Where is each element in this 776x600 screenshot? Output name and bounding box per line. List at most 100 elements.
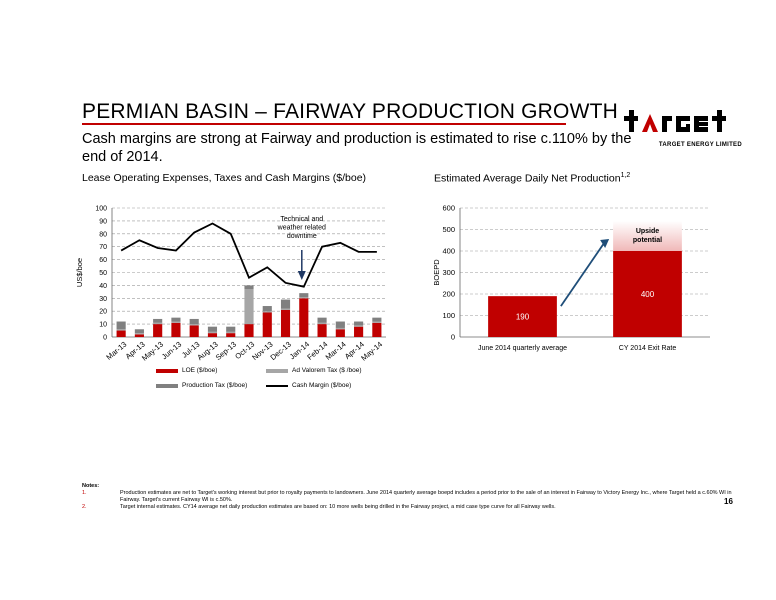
bar-ad-valorem: [317, 322, 327, 325]
y-tick-label: 90: [99, 218, 107, 225]
legend-item-loe: LOE ($/boe): [156, 367, 217, 374]
production-bar: [488, 296, 557, 337]
slide-subtitle: Cash margins are strong at Fairway and p…: [82, 131, 632, 165]
bar-production-tax: [171, 317, 181, 322]
legend-label-production-tax: Production Tax ($/boe): [182, 382, 248, 389]
production-chart-title-sup: 1,2: [620, 172, 631, 179]
bar-loe: [299, 298, 309, 337]
bar-loe: [134, 334, 144, 337]
bar-ad-valorem: [335, 327, 345, 330]
y-tick-label: 40: [99, 283, 107, 290]
legend-swatch-ad-valorem: [266, 368, 288, 373]
y-tick-label: 20: [99, 309, 107, 316]
legend-label-cash-margin: Cash Margin ($/boe): [292, 382, 352, 389]
bar-loe: [372, 322, 382, 337]
note-text: Production estimates are net to Target's…: [120, 490, 732, 503]
bar-ad-valorem: [116, 329, 126, 331]
y-tick-label: 0: [103, 335, 107, 342]
annotation-text: weather related: [277, 225, 326, 232]
y-tick-label: 10: [99, 322, 107, 329]
annotation-arrow-head: [297, 271, 306, 280]
upside-label: Upside: [636, 228, 659, 235]
production-chart: 0 100 200 300 400 500 600 Upside potential 190 Jun…: [432, 204, 710, 352]
y-tick-label: 100: [95, 206, 107, 213]
lease-cost-chart: 0102030405060708090100Mar-13Apr-13May-13…: [75, 206, 386, 363]
bar-ad-valorem: [207, 331, 218, 334]
bar-production-tax: [244, 285, 254, 290]
notes-heading: Notes:: [82, 483, 100, 489]
bar-loe: [280, 309, 291, 337]
bar-ad-valorem: [372, 321, 382, 323]
production-chart-title: Estimated Average Daily Net Production1,…: [434, 172, 630, 185]
note-number: 2.: [82, 504, 87, 510]
bar-ad-valorem: [134, 333, 144, 335]
legend-item-cash-margin: Cash Margin ($/boe): [266, 382, 351, 389]
note-text: Target internal estimates. CY14 average …: [120, 504, 556, 510]
bar-production-tax: [280, 299, 291, 309]
bar-loe: [244, 324, 254, 337]
x-tick-label: June 2014 quarterly average: [478, 345, 567, 352]
legend-item-production-tax: Production Tax ($/boe): [156, 382, 247, 389]
notes: Notes: 1. Production estimates are net to…: [82, 483, 732, 511]
x-tick-label: Jun-13: [160, 340, 183, 362]
bar-ad-valorem: [244, 289, 254, 325]
bar-ad-valorem: [262, 311, 272, 313]
bar-production-tax: [189, 318, 199, 325]
bar-loe: [317, 324, 327, 337]
upside-bar: [613, 220, 682, 251]
bar-ad-valorem: [226, 331, 236, 334]
bar-ad-valorem: [280, 308, 291, 310]
bar-production-tax: [153, 318, 163, 323]
x-tick-label: Mar-14: [324, 340, 348, 362]
bar-production-tax: [262, 306, 272, 312]
bar-loe: [226, 333, 236, 337]
bar-value-label: 400: [641, 290, 655, 299]
y-axis-label: US$/boe: [75, 258, 84, 287]
y-tick-label: 100: [442, 311, 455, 320]
growth-arrow-shaft: [560, 242, 605, 307]
legend-swatch-production-tax: [156, 383, 178, 388]
bar-loe: [335, 329, 345, 337]
annotation-text: downtime: [287, 233, 317, 240]
bar-loe: [354, 326, 364, 337]
bar-loe: [116, 330, 126, 337]
x-tick-label: Mar-13: [104, 340, 128, 362]
upside-label: potential: [633, 237, 662, 244]
bar-loe: [153, 324, 163, 337]
bar-production-tax: [354, 321, 364, 326]
note-item: 2. Target internal estimates. CY14 averag…: [82, 504, 732, 511]
y-tick-label: 50: [99, 270, 107, 277]
target-logo: target: [624, 110, 726, 132]
note-item: 1. Production estimates are net to Target…: [82, 490, 732, 504]
y-axis-label: BOEPD: [432, 259, 441, 286]
bar-ad-valorem: [189, 324, 199, 326]
x-tick-label: CY 2014 Exit Rate: [619, 345, 677, 352]
bar-production-tax: [116, 321, 126, 330]
bar-ad-valorem: [299, 297, 309, 299]
slide-title: PERMIAN BASIN – FAIRWAY PRODUCTION GROWT…: [82, 100, 618, 123]
legend-label-ad-valorem: Ad Valorem Tax ($ /boe): [292, 367, 362, 374]
bar-production-tax: [335, 321, 345, 328]
bar-loe: [262, 312, 272, 337]
y-tick-label: 30: [99, 296, 107, 303]
bar-ad-valorem: [153, 322, 163, 325]
y-tick-label: 500: [442, 225, 455, 234]
y-tick-label: 300: [442, 268, 455, 277]
y-tick-label: 60: [99, 257, 107, 264]
page-number: 16: [724, 497, 733, 506]
bar-ad-valorem: [354, 325, 364, 327]
bar-production-tax: [299, 293, 309, 298]
legend-item-ad-valorem: Ad Valorem Tax ($ /boe): [266, 367, 362, 374]
note-number: 1.: [82, 490, 87, 496]
bar-ad-valorem: [171, 321, 181, 323]
bar-production-tax: [134, 329, 144, 334]
legend-swatch-loe: [156, 368, 178, 373]
y-tick-label: 400: [442, 247, 455, 256]
bar-loe: [189, 325, 199, 337]
cash-margin-line: [120, 222, 377, 288]
legend-label-loe: LOE ($/boe): [182, 367, 218, 374]
production-chart-title-text: Estimated Average Daily Net Production: [434, 172, 621, 185]
growth-arrow-head: [600, 239, 610, 248]
y-tick-label: 600: [442, 204, 455, 213]
bar-production-tax: [372, 317, 382, 322]
